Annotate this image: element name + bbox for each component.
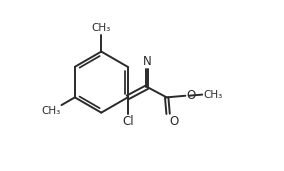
Text: CH₃: CH₃ — [203, 90, 222, 100]
Text: CH₃: CH₃ — [41, 106, 61, 116]
Text: O: O — [186, 89, 195, 102]
Text: Cl: Cl — [122, 115, 133, 128]
Text: N: N — [143, 55, 152, 68]
Text: O: O — [169, 115, 178, 128]
Text: CH₃: CH₃ — [92, 23, 111, 33]
